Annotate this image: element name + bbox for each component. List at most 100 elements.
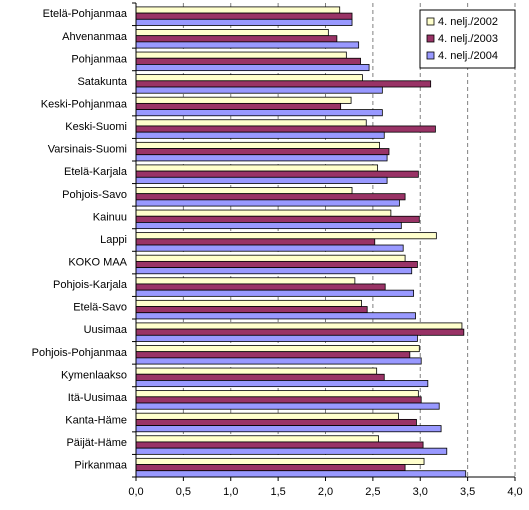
bar [135,418,417,426]
bar [135,109,383,117]
category-label: Keski-Pohjanmaa [41,98,128,110]
category-label: Uusimaa [84,324,128,336]
bar [135,102,342,110]
x-tick-label: 0,0 [128,486,143,498]
legend-swatch [426,17,435,26]
legend-label: 4. nelj./2004 [438,50,498,62]
bar [135,345,420,353]
bar [135,435,379,443]
bar [135,254,406,262]
bar [135,390,419,398]
bar [135,373,385,381]
bar [135,367,378,375]
bar [135,131,385,139]
category-label: Ahvenanmaa [62,31,128,43]
x-tick-label: 3,5 [460,486,475,498]
category-label: Etelä-Savo [73,302,127,314]
category-label: Varsinais-Suomi [48,144,127,156]
category-label: Pohjois-Pohjanmaa [32,347,128,359]
bar [135,238,376,246]
category-label: Pohjanmaa [71,53,128,65]
bar [135,199,400,207]
bar [135,380,429,388]
bar [135,141,380,149]
x-tick-label: 2,0 [318,486,333,498]
bar [135,80,432,88]
x-tick-label: 1,5 [270,486,285,498]
bar [135,125,436,133]
bar [135,267,413,275]
x-tick-label: 4,0 [507,486,522,498]
bar [135,187,353,195]
category-label: Lappi [100,234,127,246]
category-label: Pohjois-Savo [62,189,127,201]
bar [135,289,415,297]
bar [135,209,392,217]
bar [135,402,440,410]
bar [135,312,416,320]
x-tick-label: 2,5 [365,486,380,498]
category-label: Kymenlaakso [61,369,127,381]
bar [135,457,425,465]
bar [135,334,418,342]
bar [135,260,418,268]
bar [135,18,353,26]
bar [135,470,467,478]
bar [135,351,411,359]
axes [132,2,516,481]
bar [135,12,353,20]
bar [135,306,368,314]
bar [135,222,402,230]
bar [135,464,406,472]
bar [135,299,362,307]
bar [135,412,399,420]
category-label: Etelä-Pohjanmaa [43,8,128,20]
bar [135,277,356,285]
bar [135,41,360,49]
bar [135,29,329,37]
category-label: Satakunta [77,76,127,88]
category-label: Pirkanmaa [74,460,127,472]
bar [135,154,388,162]
bar [135,322,463,330]
bar [135,148,390,156]
legend-swatch [426,34,435,43]
bar [135,164,379,172]
bar [135,232,437,240]
bar [135,425,442,433]
bar [135,244,404,252]
category-labels: Etelä-Pohjanmaa Ahvenanmaa Pohjanmaa Sataku… [32,8,128,471]
category-label: Keski-Suomi [65,121,127,133]
legend: 4. nelj./2002 4. nelj./2003 4. nelj./2004 [419,9,516,69]
bar [135,170,419,178]
x-tick-label: 1,0 [223,486,238,498]
bar [135,74,363,82]
category-label: Itä-Uusimaa [68,392,128,404]
x-tick-label: 0,5 [176,486,191,498]
bar [135,176,388,184]
bar [135,57,361,65]
x-tick-label: 3,0 [413,486,428,498]
bar [135,6,341,14]
bar [135,193,406,201]
legend-label: 4. nelj./2002 [438,16,498,28]
legend-label: 4. nelj./2003 [438,33,498,45]
category-label: Etelä-Karjala [64,166,128,178]
bar [135,283,386,291]
bar [135,441,424,449]
legend-swatch [426,51,435,60]
bar [135,447,448,455]
bar [135,357,422,365]
bar [135,64,370,72]
tick-labels: 0,0 0,5 1,0 1,5 2,0 2,5 3,0 3,5 4,0 [128,486,522,498]
bar [135,51,347,59]
bar [135,86,383,94]
bar [135,96,352,104]
legend-box [419,9,516,69]
bar [135,35,338,43]
category-label: KOKO MAA [68,256,127,268]
bar [135,215,420,223]
bar [135,328,465,336]
bars [135,6,467,478]
